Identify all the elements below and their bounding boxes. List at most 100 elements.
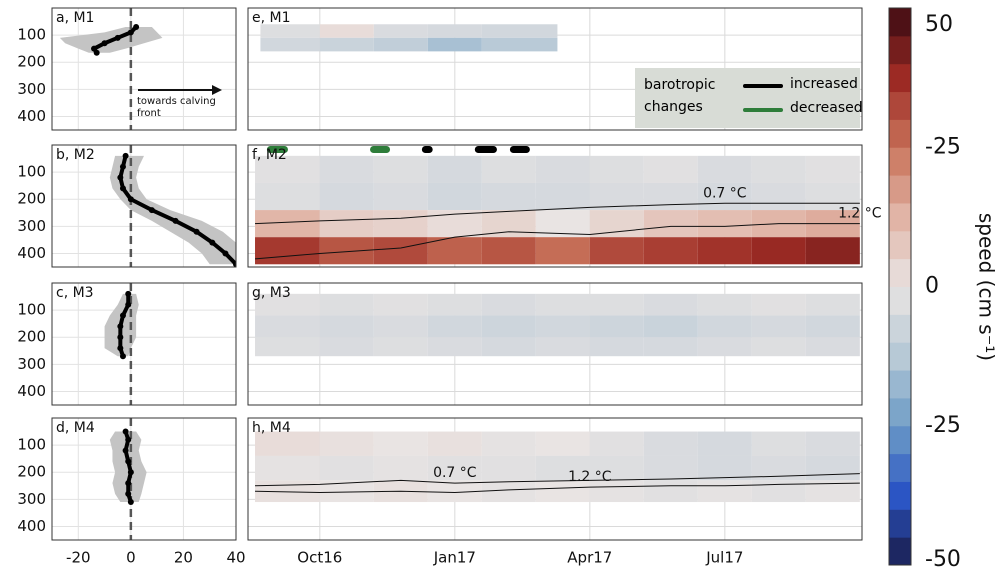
profile-point [127,499,134,506]
x-tick-label: 40 [226,549,245,567]
heat-cell [319,182,374,211]
y-tick-label: 100 [17,163,46,181]
heat-cell [481,293,536,316]
heat-cell [373,24,428,38]
heat-cell [427,237,482,265]
colorbar-tick-label: -25 [925,413,961,438]
heat-cell [427,24,482,38]
heat-cell [255,431,320,456]
heat-cell [255,155,320,183]
heat-cell [481,455,536,481]
heat-cell [805,337,860,357]
profile-point [119,185,126,192]
profile-point [127,469,134,476]
heat-cell [751,480,806,503]
heat-cell [319,455,374,481]
heat-cell [643,315,698,338]
profile-point [122,428,129,435]
profile-point [101,40,108,47]
y-tick-label: 400 [17,517,46,535]
colorbar-step [889,230,911,260]
heat-cell [643,480,698,503]
heat-cell [373,315,428,338]
heat-cell [260,37,320,52]
panel-label: e, M1 [252,10,291,26]
heat-cell [427,293,482,316]
colorbar-step [889,425,911,455]
profile-point [193,228,200,235]
colorbar-step [889,35,911,65]
profile-point [209,239,216,246]
isotherm-label: 0.7 °C [703,185,747,201]
heat-cell [255,315,320,338]
heat-cell [805,431,860,456]
heat-cell [589,480,644,503]
profile-point [125,436,132,443]
heat-cell [255,182,320,211]
colorbar-step [889,63,911,93]
frame [51,144,237,268]
isotherm-label: 1.2 °C [568,469,612,485]
y-tick-label: 400 [17,107,46,125]
heat-cell [697,337,752,357]
y-tick-label: 100 [17,301,46,319]
colorbar-label: speed (cm s⁻¹) [975,213,999,361]
profile-point [233,261,236,267]
heat-cell [255,237,320,265]
profile-point [125,458,132,465]
heat-cell [535,293,590,316]
heat-cell [751,293,806,316]
colorbar-step [889,202,911,232]
heat-cell [805,315,860,338]
heat-cell [697,480,752,503]
heat-cell [697,155,752,183]
profile-point [122,152,129,159]
heat-cell [805,293,860,316]
colorbar-step [889,370,911,399]
profile-point [222,250,229,257]
legend-swatch [743,84,783,88]
heat-cell [319,315,374,338]
x-tick-label: Jan17 [433,549,476,567]
heat-cell [319,337,374,357]
isotherm [254,202,860,225]
heat-cell [643,237,698,265]
profile-point [119,163,126,170]
profile-point [119,353,126,360]
panel-label: g, M3 [252,285,291,301]
colorbar-step [889,509,911,538]
heat-cell [481,315,536,338]
heat-cell [373,337,428,357]
heat-cell [373,155,428,183]
frame [247,7,863,131]
heat-cell [589,431,644,456]
event-bar [474,146,497,153]
panel-label: d, M4 [56,420,95,436]
colorbar-step [889,481,911,510]
heat-cell [373,293,428,316]
heat-cell [255,293,320,316]
x-tick-label: -20 [66,549,91,567]
y-tick-label: 200 [17,463,46,481]
colorbar-tick-label: -25 [925,134,961,159]
profile-point [93,49,100,56]
heat-cell [427,315,482,338]
heat-cell [805,237,860,265]
heat-cell [697,210,752,238]
profile-point [114,34,121,41]
profile-point [117,174,124,181]
colorbar-step [889,91,911,120]
colorbar-step [889,286,911,315]
heat-cell [589,293,644,316]
isotherm-label: 0.7 °C [433,465,477,481]
heat-cell [535,155,590,183]
heat-cell [535,431,590,456]
heat-cell [751,337,806,357]
heat-cell [751,431,806,456]
heat-cell [643,455,698,481]
heat-cell [373,455,428,481]
heat-cell [643,182,698,211]
colorbar-step [889,258,911,287]
x-tick-label: 0 [126,549,136,567]
heat-cell [427,480,482,503]
